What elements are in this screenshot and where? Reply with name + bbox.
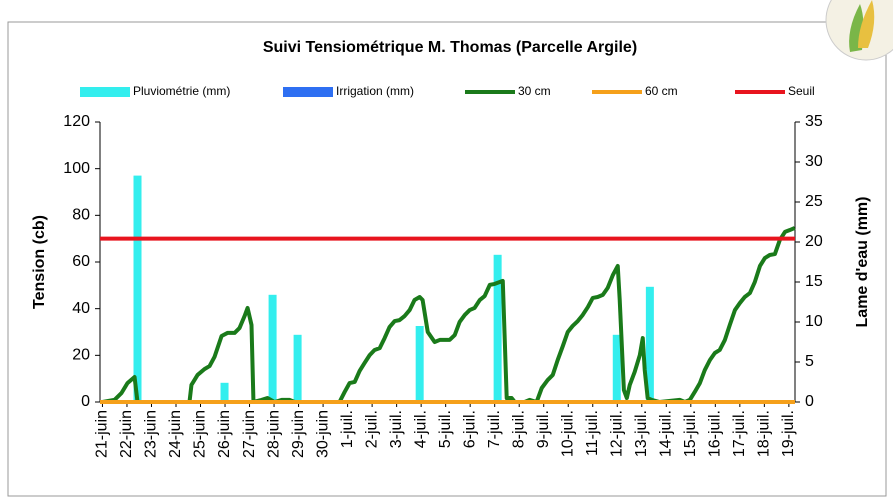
x-tick-label: 12-juil. [608,410,625,457]
legend-label: Irrigation (mm) [336,84,414,98]
legend-label: 30 cm [518,84,551,98]
y-tick-label: 20 [72,347,90,364]
legend-label: Seuil [788,84,815,98]
legend-label: Pluviométrie (mm) [133,84,230,98]
x-tick-label: 24-juin [167,410,184,458]
bar [293,334,302,402]
x-tick-label: 30-juin [314,410,331,458]
y2-tick-label: 0 [805,393,814,410]
chart-title: Suivi Tensiométrique M. Thomas (Parcelle… [263,39,637,56]
y-axis-title: Tension (cb) [31,215,48,309]
y-tick-label: 80 [72,207,90,224]
x-tick-label: 6-juil. [461,410,478,448]
bar [220,382,229,402]
y-tick-label: 60 [72,253,90,270]
x-tick-label: 10-juil. [559,410,576,457]
x-tick-label: 15-juil. [682,410,699,457]
x-tick-label: 21-juin [94,410,111,458]
x-tick-label: 1-juil. [339,410,356,448]
y-tick-label: 100 [63,160,90,177]
x-tick-label: 22-juin [118,410,135,458]
x-tick-label: 17-juil. [731,410,748,457]
corn-icon [825,0,893,61]
bar [493,254,502,402]
x-tick-label: 13-juil. [633,410,650,457]
x-tick-label: 4-juil. [412,410,429,448]
x-tick-label: 23-juin [143,410,160,458]
x-tick-label: 27-juin [241,410,258,458]
y2-axis-title: Lame d'eau (mm) [854,197,871,328]
x-tick-label: 28-juin [265,410,282,458]
y2-tick-label: 35 [805,113,823,130]
bar [268,294,277,402]
bar [612,334,621,402]
x-tick-label: 14-juil. [658,410,675,457]
x-tick-label: 7-juil. [486,410,503,448]
y2-tick-label: 15 [805,273,823,290]
bar [645,286,654,402]
x-tick-label: 26-juin [216,410,233,458]
x-tick-label: 2-juil. [363,410,380,448]
y-tick-label: 0 [81,393,90,410]
x-tick-label: 18-juil. [756,410,773,457]
y-tick-label: 40 [72,300,90,317]
legend-swatch [80,87,130,97]
chart-frame [7,21,887,497]
x-tick-label: 9-juil. [535,410,552,448]
x-tick-label: 29-juin [290,410,307,458]
x-tick-label: 25-juin [192,410,209,458]
x-tick-label: 11-juil. [584,410,601,456]
bar [415,326,424,402]
bar [133,175,142,402]
x-tick-label: 19-juil. [780,410,797,457]
x-tick-label: 3-juil. [388,410,405,448]
x-tick-label: 8-juil. [510,410,527,448]
y-tick-label: 120 [63,113,90,130]
x-tick-label: 16-juil. [707,410,724,457]
line [102,226,796,404]
x-tick-label: 5-juil. [437,410,454,448]
legend-label: 60 cm [645,84,678,98]
y2-tick-label: 25 [805,193,823,210]
y2-tick-label: 30 [805,153,823,170]
legend-swatch [283,87,333,97]
y2-tick-label: 5 [805,353,814,370]
y2-tick-label: 10 [805,313,823,330]
y2-tick-label: 20 [805,233,823,250]
